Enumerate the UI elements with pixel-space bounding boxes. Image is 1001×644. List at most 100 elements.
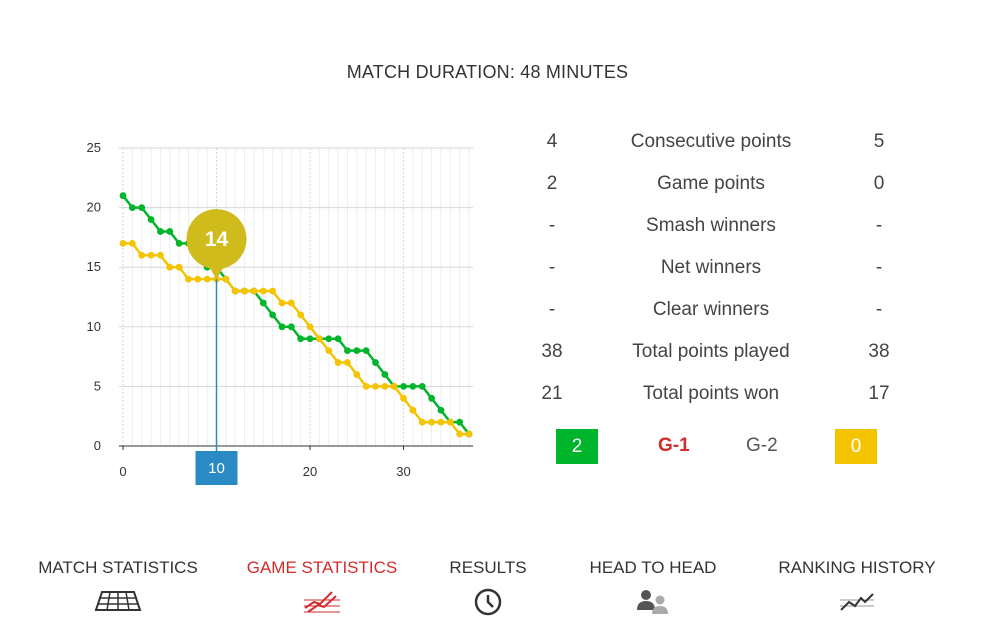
yellow-series-point — [325, 347, 333, 355]
yellow-series-point — [157, 251, 164, 259]
green-series-point — [147, 216, 155, 223]
green-series-point — [297, 335, 305, 343]
yellow-series-point — [390, 383, 398, 390]
yellow-series-point — [185, 275, 192, 283]
match-duration-title: MATCH DURATION: 48 MINUTES — [346, 62, 629, 82]
stat-label: Total points won — [642, 383, 780, 404]
yellow-series-point — [418, 418, 426, 426]
game-selector: 2 G-1 G-2 0 — [556, 429, 886, 464]
yellow-series-point — [119, 239, 127, 247]
yellow-series-point — [456, 430, 464, 438]
y-tick-label: 25 — [87, 140, 101, 155]
green-series-point — [409, 383, 417, 390]
yellow-series-point — [437, 418, 445, 426]
nav-label: GAME STATISTICS — [246, 558, 398, 577]
stat-row-consecutive-points: 4 Consecutive points 5 — [520, 121, 920, 163]
nav-results[interactable]: RESULTS — [447, 558, 529, 616]
nav-game-statistics[interactable]: GAME STATISTICS — [245, 558, 399, 616]
yellow-series-point — [166, 263, 174, 271]
green-series-point — [325, 335, 333, 343]
stat-left-value: 38 — [541, 341, 563, 362]
x-tick-label: 20 — [303, 464, 317, 479]
yellow-series-point — [203, 275, 211, 283]
yellow-series-point — [138, 251, 146, 259]
stat-row-net-winners: - Net winners - — [520, 247, 920, 289]
green-series-point — [334, 335, 342, 343]
stat-row-total-points-won: 21 Total points won 17 — [520, 373, 920, 415]
yellow-series-point — [278, 299, 286, 307]
yellow-series-point — [269, 287, 277, 295]
stat-left-value: 21 — [541, 383, 563, 404]
stat-left-value: - — [548, 299, 556, 320]
court-icon — [94, 591, 142, 611]
game-chart: 0 5 10 15 20 25 0 20 30 14 10 — [87, 140, 473, 485]
green-series-point — [456, 418, 464, 426]
green-series-point — [381, 371, 389, 378]
nav-match-statistics[interactable]: MATCH STATISTICS — [37, 558, 199, 616]
nav-head-to-head[interactable]: HEAD TO HEAD — [588, 558, 718, 616]
game-1-tab[interactable]: G-1 — [658, 435, 690, 456]
stat-row-clear-winners: - Clear winners - — [520, 289, 920, 331]
game-2-tab[interactable]: G-2 — [746, 435, 778, 456]
yellow-series-point — [250, 287, 258, 295]
stat-label: Game points — [657, 173, 765, 194]
green-series-point — [128, 204, 136, 212]
tooltip-value: 14 — [205, 228, 229, 251]
nav-ranking-history[interactable]: RANKING HISTORY — [777, 558, 937, 616]
green-series-point — [166, 228, 174, 235]
trend-lines-icon — [304, 591, 340, 613]
stat-right-value: 38 — [868, 341, 890, 362]
yellow-series-point — [381, 383, 389, 390]
stat-left-value: 4 — [546, 131, 558, 152]
stat-row-game-points: 2 Game points 0 — [520, 163, 920, 205]
yellow-series-point — [128, 239, 136, 247]
stat-label: Smash winners — [646, 215, 776, 236]
stat-left-value: - — [548, 215, 556, 236]
stat-right-value: 5 — [873, 131, 885, 152]
x-cursor-badge — [195, 451, 238, 485]
yellow-series-point — [428, 418, 435, 426]
green-series-line — [122, 194, 470, 435]
ranking-line-icon — [840, 593, 874, 611]
green-series-point — [119, 192, 127, 200]
green-series-point — [428, 394, 435, 402]
green-series-point — [372, 359, 379, 366]
tooltip-bubble — [186, 209, 247, 270]
green-series-point — [259, 299, 267, 307]
stat-left-value: - — [548, 257, 556, 278]
yellow-series-point — [287, 299, 295, 307]
green-series-point — [344, 347, 351, 355]
x-cursor-label: 10 — [208, 460, 225, 477]
chart-grid — [119, 147, 473, 447]
yellow-series-point — [222, 275, 230, 283]
stat-label: Clear winners — [652, 299, 770, 320]
y-tick-label: 10 — [87, 319, 101, 334]
yellow-series-point — [362, 383, 370, 390]
yellow-series-point — [353, 371, 361, 378]
clock-icon — [474, 588, 502, 616]
stat-left-value: 2 — [546, 173, 558, 194]
chart-axes: 0 5 10 15 20 25 0 20 30 — [87, 140, 411, 479]
green-series-point — [362, 347, 370, 355]
yellow-series-point — [409, 406, 417, 414]
x-tick-label: 30 — [396, 464, 410, 479]
y-tick-label: 15 — [87, 259, 101, 274]
yellow-series-point — [400, 394, 407, 402]
green-series-point — [157, 228, 164, 235]
chart-tooltip: 14 10 — [186, 209, 247, 485]
yellow-series-point — [372, 383, 379, 390]
green-series-point — [138, 204, 146, 212]
yellow-series-point — [231, 287, 239, 295]
yellow-series-point — [334, 359, 342, 366]
yellow-series-line — [123, 242, 469, 436]
stat-label: Net winners — [660, 257, 762, 278]
yellow-series-point — [175, 263, 183, 271]
stat-row-total-points-played: 38 Total points played 38 — [520, 331, 920, 373]
people-icon — [637, 590, 668, 614]
stats-table: 4 Consecutive points 5 2 Game points 0 -… — [520, 121, 920, 415]
stat-label: Total points played — [632, 341, 790, 362]
green-series-point — [418, 383, 426, 390]
green-series-point — [175, 239, 183, 247]
y-tick-label: 0 — [94, 438, 101, 453]
stat-right-value: - — [875, 215, 883, 236]
